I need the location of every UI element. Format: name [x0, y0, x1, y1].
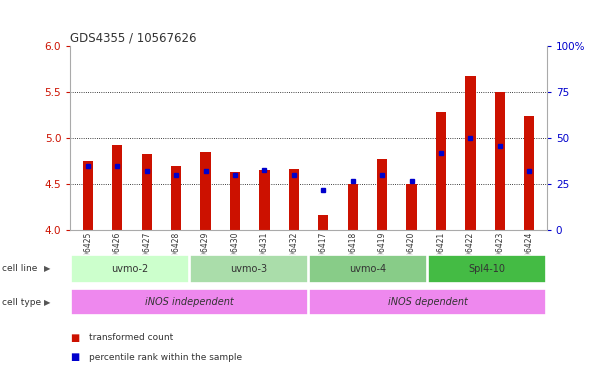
- Bar: [309, 290, 546, 315]
- Text: ■: ■: [70, 333, 79, 343]
- Bar: [259, 170, 269, 230]
- Text: uvmo-3: uvmo-3: [230, 264, 268, 274]
- Text: GDS4355 / 10567626: GDS4355 / 10567626: [70, 31, 197, 44]
- Bar: [495, 92, 505, 230]
- Text: Spl4-10: Spl4-10: [469, 264, 506, 274]
- Bar: [190, 255, 308, 283]
- Text: cell line: cell line: [2, 264, 37, 273]
- Text: iNOS independent: iNOS independent: [145, 297, 234, 308]
- Text: transformed count: transformed count: [89, 333, 173, 343]
- Text: uvmo-2: uvmo-2: [111, 264, 148, 274]
- Text: percentile rank within the sample: percentile rank within the sample: [89, 353, 242, 362]
- Bar: [406, 184, 417, 230]
- Text: ▶: ▶: [44, 298, 51, 307]
- Text: ▶: ▶: [44, 264, 51, 273]
- Bar: [318, 215, 329, 230]
- Bar: [348, 184, 358, 230]
- Bar: [465, 76, 475, 230]
- Bar: [377, 159, 387, 230]
- Text: ■: ■: [70, 352, 79, 362]
- Text: cell type: cell type: [2, 298, 41, 307]
- Bar: [230, 172, 240, 230]
- Bar: [71, 290, 308, 315]
- Bar: [171, 166, 181, 230]
- Bar: [112, 145, 122, 230]
- Bar: [142, 154, 152, 230]
- Bar: [289, 169, 299, 230]
- Text: iNOS dependent: iNOS dependent: [388, 297, 467, 308]
- Bar: [71, 255, 189, 283]
- Bar: [436, 113, 446, 230]
- Text: uvmo-4: uvmo-4: [349, 264, 387, 274]
- Bar: [82, 161, 93, 230]
- Bar: [428, 255, 546, 283]
- Bar: [309, 255, 427, 283]
- Bar: [200, 152, 211, 230]
- Bar: [524, 116, 535, 230]
